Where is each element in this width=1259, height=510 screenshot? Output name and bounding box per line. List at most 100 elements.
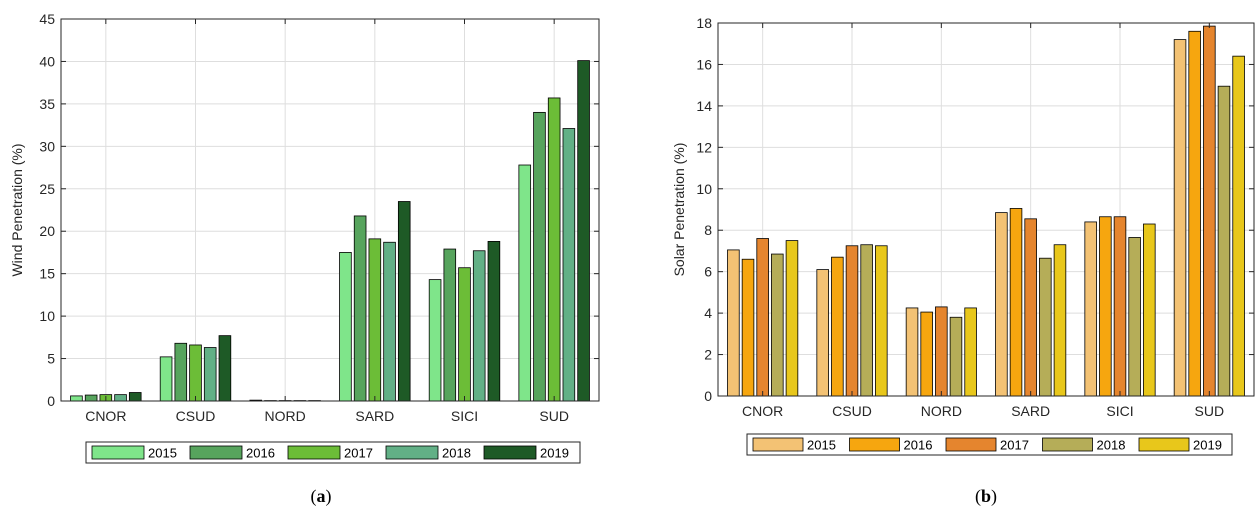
bar-cnor-2015: [727, 249, 740, 397]
y-tick-label: 20: [39, 223, 55, 239]
y-tick-label: 0: [704, 388, 712, 404]
bar-sud-2017: [1203, 25, 1216, 397]
bar-sard-2019: [397, 201, 411, 402]
legend-label-2016: 2016: [246, 446, 275, 461]
y-tick-label: 35: [39, 96, 55, 112]
y-axis-label: Wind Penetration (%): [9, 143, 25, 276]
x-tick-label-sard: SARD: [1011, 403, 1050, 419]
legend-label-2018: 2018: [1097, 438, 1126, 453]
bar-nord-2018: [949, 316, 963, 397]
bar-sici-2017: [458, 267, 471, 402]
bar-cnor-2019: [785, 240, 799, 397]
bar-sud-2019: [1232, 55, 1245, 397]
bar-nord-2015: [905, 307, 919, 397]
legend-swatch-2018: [385, 445, 439, 460]
bar-csud-2017: [189, 344, 202, 402]
bar-sard-2017: [368, 238, 382, 402]
y-tick-label: 2: [704, 347, 712, 363]
legend-label-2015: 2015: [148, 446, 177, 461]
bar-cnor-2018: [771, 253, 784, 397]
bar-sud-2018: [562, 128, 576, 402]
bar-sard-2018: [1039, 257, 1052, 397]
legend: 2015 2016 2017 2018 2019: [746, 433, 1233, 456]
bar-sard-2016: [353, 215, 367, 402]
bar-sud-2015: [1173, 39, 1187, 397]
legend-swatch-2016: [189, 445, 243, 460]
bar-csud-2018: [860, 244, 873, 397]
y-tick-label: 10: [39, 308, 55, 324]
y-tick-label: 45: [39, 11, 55, 27]
bar-csud-2019: [218, 335, 232, 402]
bar-sici-2017: [1113, 216, 1127, 397]
bar-sud-2018: [1217, 85, 1231, 397]
y-tick-label: 10: [696, 181, 712, 197]
bar-sard-2017: [1024, 218, 1037, 397]
legend-swatch-2015: [91, 445, 145, 460]
legend-label-2019: 2019: [1193, 438, 1222, 453]
y-tick-label: 5: [47, 351, 55, 367]
caption-a: (a): [310, 486, 332, 506]
bar-cnor-2018: [114, 394, 127, 402]
x-tick-label-cnor: CNOR: [85, 408, 126, 424]
caption-a-letter: a: [316, 486, 326, 506]
legend-label-2015: 2015: [807, 438, 836, 453]
y-tick-label: 12: [696, 139, 712, 155]
legend-swatch-2016: [849, 437, 900, 452]
bar-sici-2015: [1084, 221, 1097, 397]
legend-swatch-2019: [1138, 437, 1190, 452]
legend-swatch-2017: [287, 445, 341, 460]
caption-b-letter: b: [980, 486, 992, 506]
legend-swatch-2015: [752, 437, 804, 452]
y-tick-label: 16: [696, 56, 712, 72]
bar-sard-2018: [383, 241, 396, 402]
bar-sud-2016: [533, 111, 546, 402]
x-tick-label-sici: SICI: [1106, 403, 1133, 419]
bar-nord-2017: [935, 306, 948, 397]
x-tick-label-sard: SARD: [355, 408, 394, 424]
bar-sici-2018: [472, 250, 486, 402]
bar-cnor-2019: [128, 392, 142, 402]
bar-cnor-2017: [756, 238, 769, 397]
x-tick-label-nord: NORD: [921, 403, 962, 419]
bar-sud-2019: [577, 60, 590, 402]
legend-label-2018: 2018: [442, 446, 471, 461]
bar-nord-2016: [920, 311, 933, 397]
legend-swatch-2019: [483, 445, 537, 460]
y-tick-label: 0: [47, 393, 55, 409]
bar-csud-2018: [203, 347, 217, 402]
bar-nord-2019: [964, 307, 977, 397]
bar-csud-2016: [831, 256, 844, 397]
bar-sici-2015: [428, 279, 442, 402]
legend-label-2017: 2017: [1000, 438, 1029, 453]
bar-sici-2018: [1128, 237, 1141, 397]
bar-sici-2019: [487, 241, 501, 402]
legend: 2015 2016 2017 2018 2019: [85, 441, 581, 464]
bar-sud-2016: [1188, 30, 1201, 397]
bar-sud-2017: [547, 97, 561, 402]
y-tick-label: 25: [39, 181, 55, 197]
x-tick-label-sud: SUD: [539, 408, 569, 424]
bar-cnor-2016: [84, 394, 98, 402]
x-tick-label-nord: NORD: [265, 408, 306, 424]
y-tick-label: 15: [39, 266, 55, 282]
chart-a: 0 5 10 15 20 25 30 35 40 45 CNOR CSUD NORD SARD SICI SU…: [9, 11, 600, 464]
bar-csud-2015: [159, 356, 173, 402]
y-axis-label: Solar Penetration (%): [671, 143, 687, 277]
bar-sard-2016: [1009, 208, 1023, 397]
bar-cnor-2015: [70, 395, 83, 402]
legend-swatch-2017: [945, 437, 997, 452]
x-tick-label-csud: CSUD: [176, 408, 216, 424]
bar-sici-2016: [443, 248, 457, 402]
y-tick-label: 40: [39, 53, 55, 69]
bar-csud-2019: [875, 245, 888, 397]
x-tick-label-sud: SUD: [1195, 403, 1225, 419]
legend-label-2016: 2016: [904, 438, 933, 453]
legend-label-2019: 2019: [540, 446, 569, 461]
chart-b: 0 2 4 6 8 10 12 14 16 18 CNOR CSUD NORD SARD SICI SUD So…: [671, 15, 1255, 456]
y-tick-label: 30: [39, 138, 55, 154]
bar-sard-2019: [1053, 244, 1067, 397]
bar-csud-2017: [845, 245, 859, 397]
legend-swatch-2018: [1042, 437, 1093, 452]
caption-b: (b): [974, 486, 998, 506]
